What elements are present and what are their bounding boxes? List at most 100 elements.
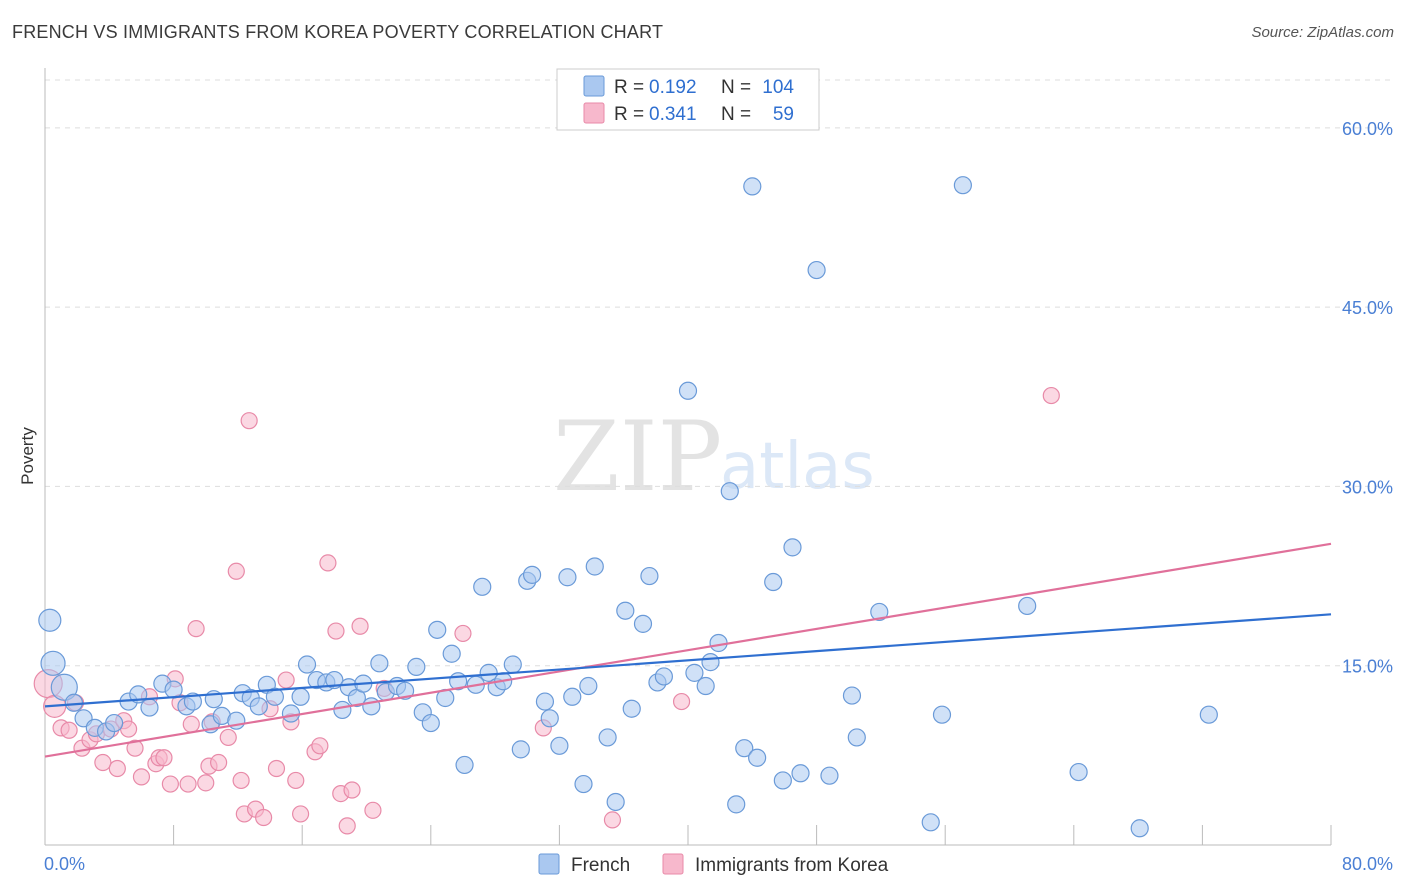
french-point	[428, 620, 447, 639]
bottom-legend-swatch-korea	[662, 853, 684, 875]
french-point	[1018, 596, 1037, 616]
french-point	[164, 680, 183, 699]
french-point	[654, 667, 673, 686]
y-tick-label: 60.0%	[1342, 119, 1393, 139]
french-point	[183, 692, 202, 711]
french-point	[743, 177, 762, 196]
french-point	[735, 739, 754, 758]
x-tick-label: 80.0%	[1342, 854, 1393, 874]
legend-n-label-korea: N =	[721, 104, 751, 125]
korea-point	[227, 562, 245, 580]
french-point	[140, 698, 159, 717]
french-point	[616, 601, 635, 620]
french-point	[640, 566, 659, 586]
french-point	[579, 676, 598, 696]
french-point	[540, 709, 559, 728]
french-point	[281, 704, 301, 723]
y-tick-label: 15.0%	[1342, 657, 1393, 677]
korea-point	[267, 759, 286, 778]
french-point	[842, 686, 862, 705]
korea-point	[161, 775, 179, 793]
legend-swatch-korea	[583, 102, 605, 124]
french-point	[362, 697, 381, 716]
bottom-legend-swatch-french	[538, 853, 560, 875]
y-tick-label: 45.0%	[1342, 298, 1393, 318]
french-point	[370, 654, 389, 673]
korea-point	[327, 622, 345, 640]
french-point	[932, 705, 952, 724]
legend-n-value-korea: 59	[773, 104, 794, 125]
french-point	[511, 740, 530, 759]
korea-trend-line	[44, 542, 1332, 758]
korea-point	[351, 617, 369, 635]
french-point	[606, 792, 625, 812]
french-point	[870, 602, 889, 622]
french-point	[291, 687, 310, 706]
korea-point	[132, 768, 151, 786]
french-point	[407, 657, 426, 676]
french-point	[820, 766, 839, 785]
french-point	[333, 700, 352, 720]
korea-point	[240, 412, 258, 430]
legend-n-label-french: N =	[721, 77, 751, 98]
french-point	[953, 176, 972, 195]
french-point	[265, 687, 284, 706]
french-point	[249, 697, 268, 716]
bottom-legend-label-korea: Immigrants from Korea	[695, 855, 889, 876]
watermark-zip: ZIP	[553, 401, 722, 513]
bottom-legend-label-french: French	[571, 855, 630, 876]
french-point	[720, 482, 739, 501]
french-point	[701, 653, 720, 672]
french-points	[38, 176, 1218, 838]
korea-point	[319, 554, 337, 572]
french-point	[921, 813, 940, 832]
korea-point	[187, 620, 205, 638]
french-point	[1130, 819, 1149, 838]
korea-point	[108, 759, 126, 778]
french-point	[773, 771, 792, 790]
french-point	[455, 755, 474, 775]
source-label: Source: ZipAtlas.com	[1251, 24, 1394, 41]
legend-r-value-french: 0.192	[649, 77, 697, 98]
french-point	[598, 728, 617, 747]
french-point	[1069, 762, 1088, 782]
korea-point	[338, 817, 356, 835]
grid	[45, 79, 1392, 667]
french-point	[764, 572, 783, 592]
korea-point	[672, 692, 691, 711]
korea-point	[1042, 386, 1060, 405]
french-trend-line	[44, 613, 1332, 708]
french-point	[1199, 705, 1218, 724]
french-point	[709, 633, 728, 653]
korea-point	[287, 771, 305, 790]
french-point	[563, 687, 582, 706]
french-point	[38, 608, 62, 632]
korea-point	[60, 721, 78, 739]
french-point	[558, 568, 577, 587]
tick-labels: 15.0% 30.0% 45.0% 60.0% 0.0% 80.0%	[44, 119, 1393, 874]
korea-point	[277, 671, 295, 689]
korea-point	[219, 728, 237, 747]
series-legend: French Immigrants from Korea	[538, 853, 889, 876]
legend-r-value-korea: 0.341	[649, 104, 697, 125]
french-point	[535, 692, 555, 711]
french-point	[574, 774, 593, 794]
y-tick-label: 30.0%	[1342, 477, 1393, 497]
korea-point	[232, 771, 250, 790]
french-point	[633, 614, 653, 633]
french-point	[783, 538, 802, 557]
korea-point	[155, 749, 173, 767]
korea-point	[182, 715, 200, 733]
korea-point	[126, 739, 144, 757]
french-point	[479, 663, 498, 682]
korea-point	[210, 753, 228, 772]
french-point	[105, 713, 124, 733]
french-point	[685, 663, 704, 682]
korea-point	[255, 808, 273, 827]
korea-point	[311, 737, 329, 755]
x-tick-label: 0.0%	[44, 854, 85, 874]
french-point	[585, 557, 604, 576]
french-point	[421, 713, 440, 733]
french-point	[297, 655, 317, 674]
